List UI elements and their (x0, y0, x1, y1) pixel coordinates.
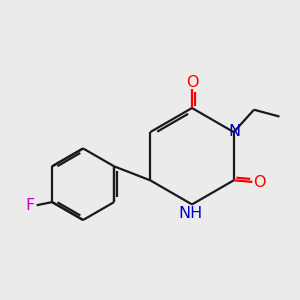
Text: F: F (25, 198, 34, 213)
Text: O: O (186, 75, 198, 90)
Text: O: O (253, 175, 266, 190)
Text: NH: NH (178, 206, 202, 220)
Text: N: N (228, 124, 240, 139)
